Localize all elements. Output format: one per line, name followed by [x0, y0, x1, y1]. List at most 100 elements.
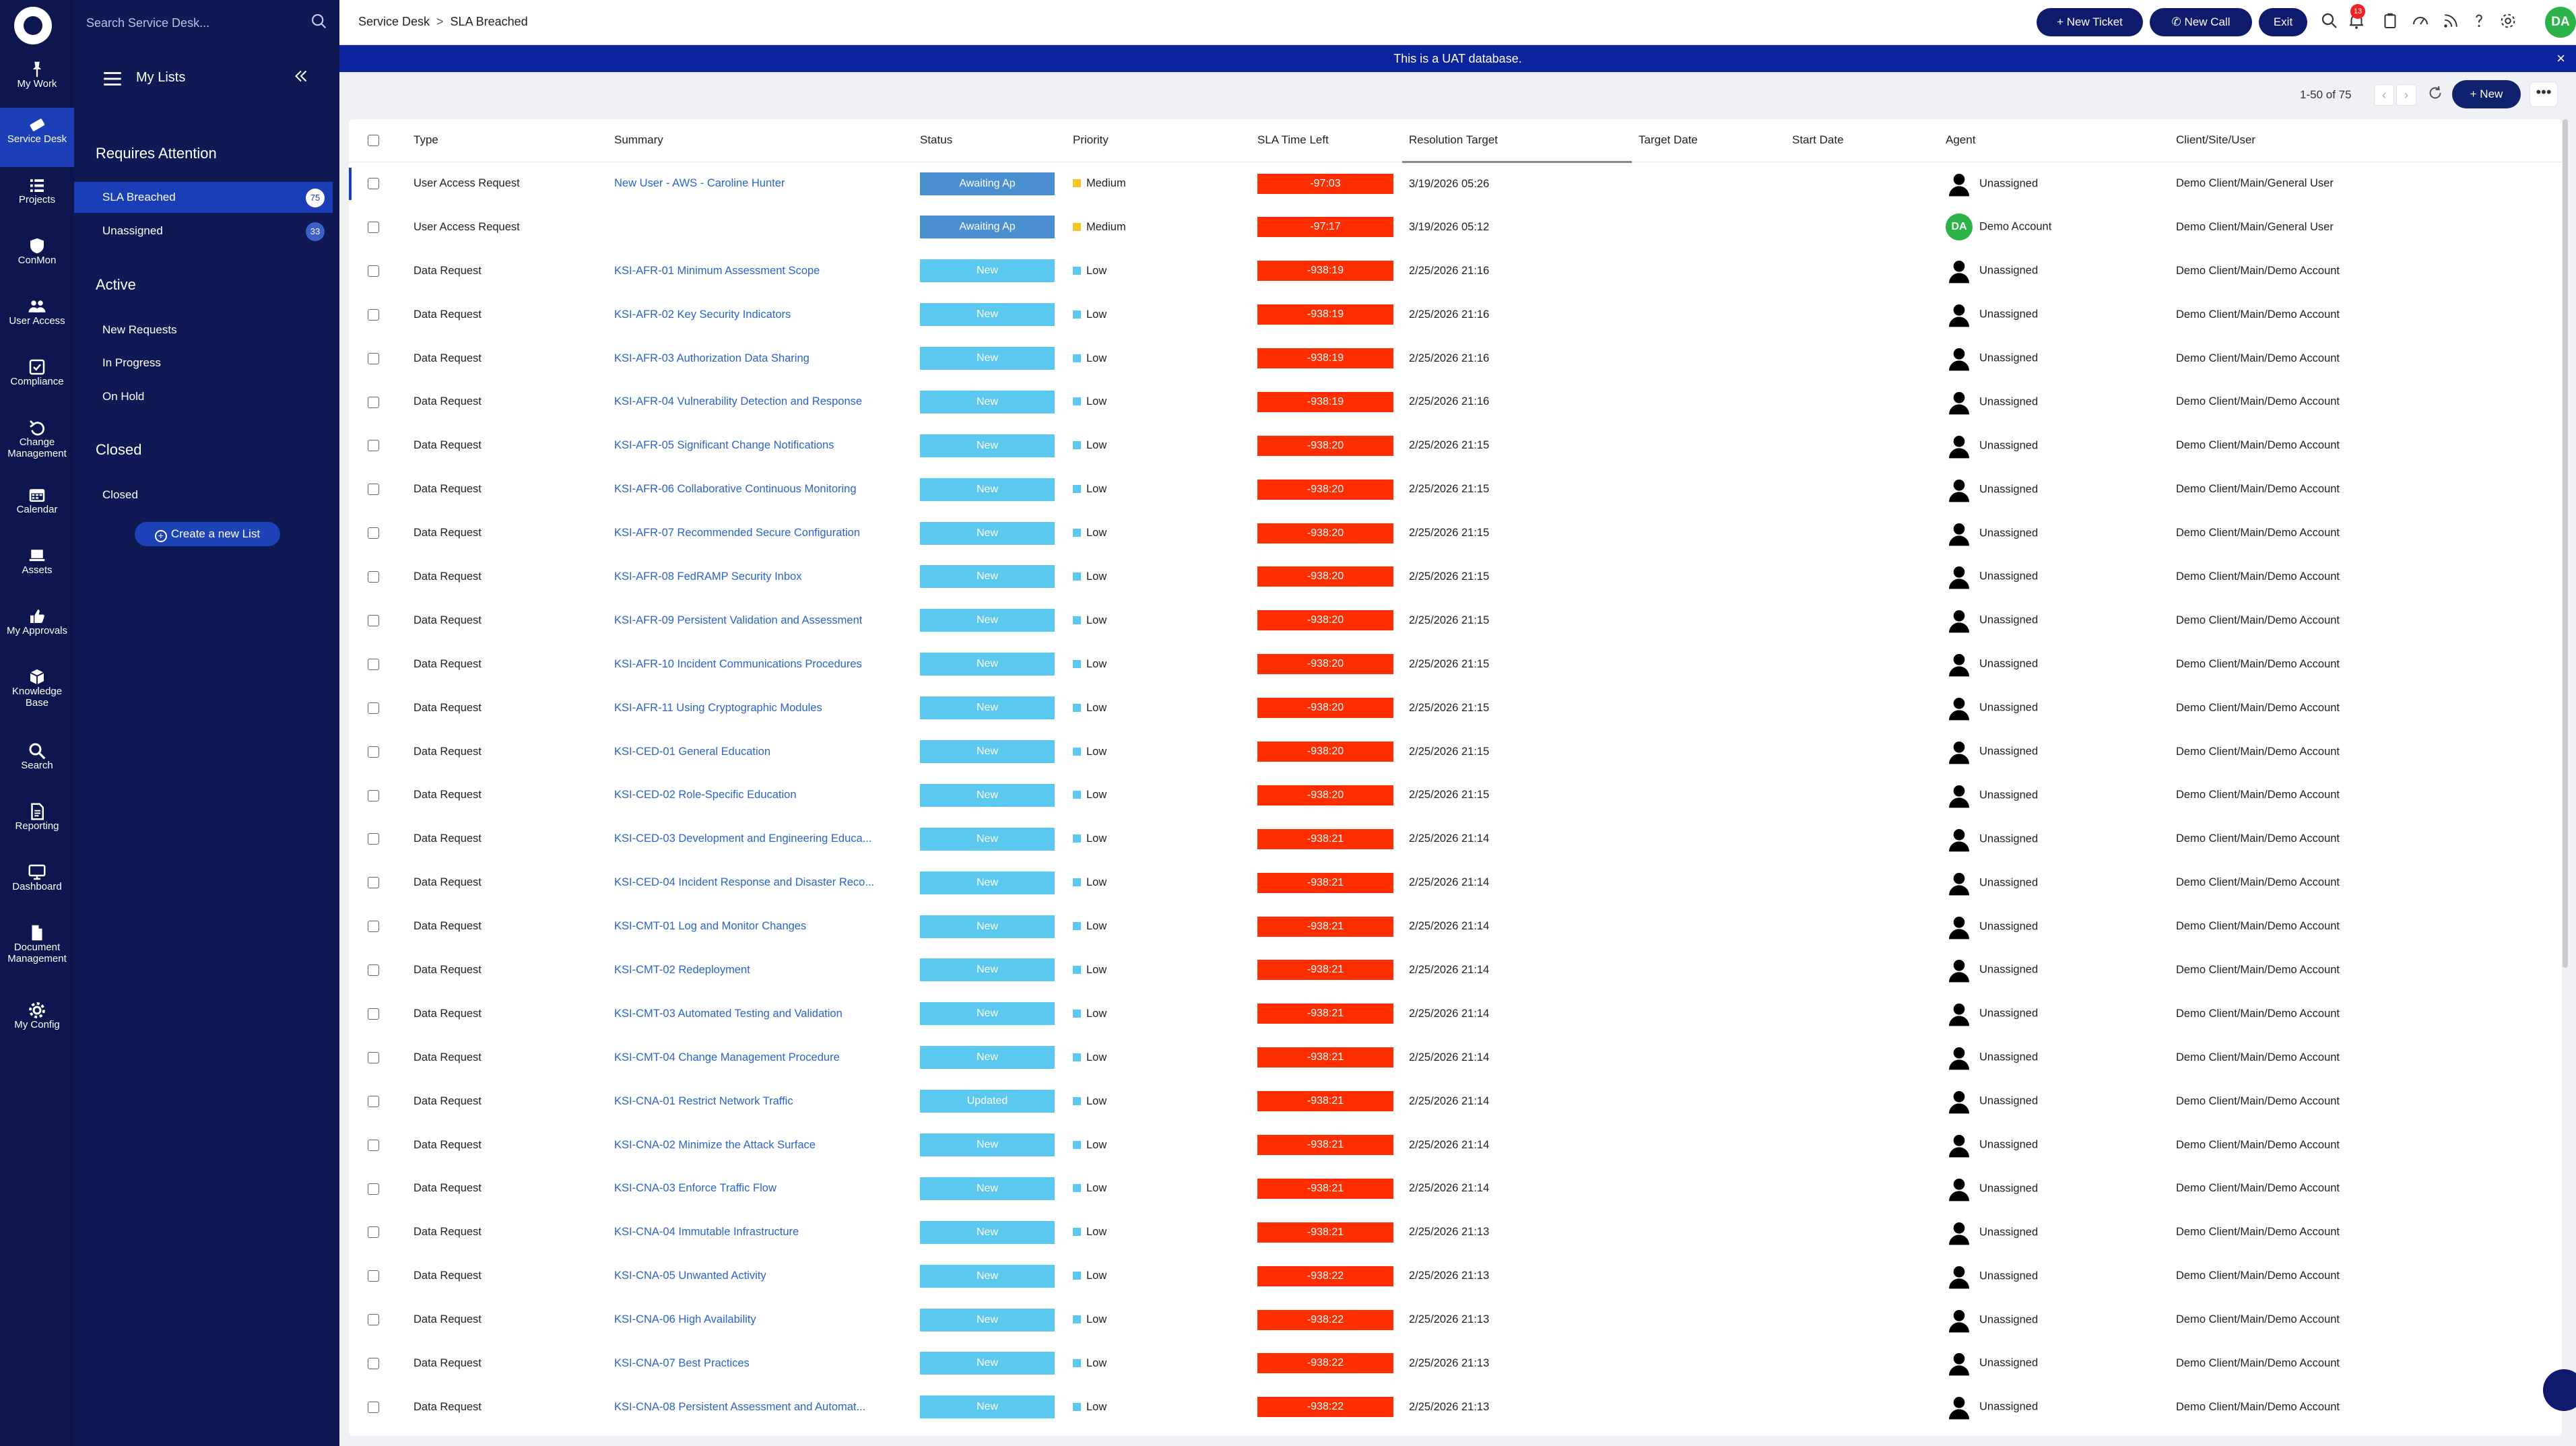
nav-reporting[interactable]: Reporting [0, 795, 74, 854]
table-row[interactable]: Data Request KSI-CNA-07 Best Practices New… [349, 1342, 2562, 1385]
row-checkbox[interactable] [368, 1051, 379, 1063]
user-avatar[interactable]: DA [2545, 7, 2576, 38]
nav-search[interactable]: Search [0, 734, 74, 793]
row-checkbox[interactable] [368, 1008, 379, 1020]
nav-service-desk[interactable]: Service Desk [0, 108, 74, 167]
new-ticket-button[interactable]: + New Ticket [2037, 8, 2143, 36]
next-page-button[interactable]: › [2396, 84, 2416, 106]
column-header-sla-time-left[interactable]: SLA Time Left [1251, 119, 1402, 162]
table-row[interactable]: Data Request KSI-CED-01 General Education… [349, 730, 2562, 774]
table-row[interactable]: User Access Request Awaiting Ap Medium -97:… [349, 205, 2562, 249]
summary-link[interactable]: KSI-AFR-07 Recommended Secure Configurat… [614, 527, 861, 539]
summary-link[interactable]: KSI-CNA-02 Minimize the Attack Surface [614, 1138, 816, 1151]
more-options-button[interactable]: ••• [2530, 81, 2558, 107]
new-call-button[interactable]: ✆ New Call [2150, 8, 2252, 36]
search-icon[interactable] [310, 12, 330, 32]
breadcrumb-root[interactable]: Service Desk [358, 15, 430, 28]
summary-link[interactable]: KSI-AFR-11 Using Cryptographic Modules [614, 701, 822, 714]
table-row[interactable]: Data Request KSI-CNA-08 Persistent Assess… [349, 1385, 2562, 1429]
row-checkbox[interactable] [368, 221, 379, 233]
summary-link[interactable]: KSI-CMT-02 Redeployment [614, 963, 750, 976]
nav-document-management[interactable]: Document Management [0, 916, 74, 975]
rss-feed-icon[interactable] [2441, 11, 2464, 34]
summary-link[interactable]: KSI-AFR-05 Significant Change Notificati… [614, 439, 834, 452]
nav-compliance[interactable]: Compliance [0, 350, 74, 409]
summary-link[interactable]: KSI-AFR-06 Collaborative Continuous Moni… [614, 483, 857, 496]
table-row[interactable]: Data Request KSI-CED-04 Incident Response… [349, 861, 2562, 905]
nav-calendar[interactable]: Calendar [0, 478, 74, 537]
table-row[interactable]: Data Request KSI-AFR-05 Significant Chang… [349, 424, 2562, 467]
row-checkbox[interactable] [368, 178, 379, 190]
table-row[interactable]: Data Request KSI-AFR-06 Collaborative Con… [349, 467, 2562, 511]
table-row[interactable]: Data Request KSI-AFR-09 Persistent Valida… [349, 599, 2562, 643]
table-row[interactable]: Data Request KSI-CED-02 Role-Specific Edu… [349, 773, 2562, 817]
summary-link[interactable]: KSI-CNA-06 High Availability [614, 1313, 756, 1326]
search-service-desk-input[interactable] [81, 8, 303, 38]
table-row[interactable]: Data Request KSI-CNA-04 Immutable Infrast… [349, 1210, 2562, 1254]
prev-page-button[interactable]: ‹ [2374, 84, 2394, 106]
table-row[interactable]: Data Request KSI-CMT-03 Automated Testing… [349, 992, 2562, 1036]
column-header-target-date[interactable]: Target Date [1632, 119, 1785, 162]
table-row[interactable]: Data Request KSI-CED-03 Development and E… [349, 817, 2562, 861]
summary-link[interactable]: KSI-AFR-10 Incident Communications Proce… [614, 657, 862, 670]
row-checkbox[interactable] [368, 352, 379, 364]
summary-link[interactable]: KSI-CNA-08 Persistent Assessment and Aut… [614, 1400, 866, 1413]
table-row[interactable]: Data Request KSI-AFR-02 Key Security Indi… [349, 293, 2562, 337]
table-row[interactable]: Data Request KSI-AFR-10 Incident Communic… [349, 643, 2562, 686]
summary-link[interactable]: KSI-AFR-02 Key Security Indicators [614, 308, 791, 321]
list-item-unassigned[interactable]: Unassigned 33 [74, 216, 333, 247]
table-row[interactable]: Data Request KSI-CNA-05 Unwanted Activity… [349, 1254, 2562, 1298]
refresh-icon[interactable] [2425, 83, 2448, 106]
summary-link[interactable]: KSI-CMT-03 Automated Testing and Validat… [614, 1007, 843, 1020]
summary-link[interactable]: KSI-CNA-03 Enforce Traffic Flow [614, 1182, 777, 1195]
nav-conmon[interactable]: ConMon [0, 229, 74, 288]
nav-my-config[interactable]: My Config [0, 993, 74, 1053]
search-icon[interactable] [2319, 11, 2342, 34]
clipboard-icon[interactable] [2380, 11, 2403, 34]
row-checkbox[interactable] [368, 1314, 379, 1326]
row-checkbox[interactable] [368, 484, 379, 496]
new-item-button[interactable]: + New [2452, 80, 2521, 108]
row-checkbox[interactable] [368, 1226, 379, 1239]
summary-link[interactable]: KSI-CNA-07 Best Practices [614, 1356, 750, 1369]
column-header-status[interactable]: Status [913, 119, 1066, 162]
table-row[interactable]: Data Request KSI-AFR-11 Using Cryptograph… [349, 686, 2562, 730]
row-checkbox[interactable] [368, 658, 379, 670]
row-checkbox[interactable] [368, 1139, 379, 1151]
summary-link[interactable]: KSI-AFR-04 Vulnerability Detection and R… [614, 395, 863, 408]
table-row[interactable]: Data Request KSI-AFR-04 Vulnerability Det… [349, 380, 2562, 424]
nav-assets[interactable]: Assets [0, 539, 74, 598]
table-row[interactable]: Data Request KSI-CNA-03 Enforce Traffic F… [349, 1166, 2562, 1210]
row-checkbox[interactable] [368, 789, 379, 801]
table-row[interactable]: Data Request KSI-AFR-07 Recommended Secur… [349, 511, 2562, 555]
column-header-client-site-user[interactable]: Client/Site/User [2169, 119, 2562, 162]
table-row[interactable]: Data Request KSI-CMT-01 Log and Monitor C… [349, 905, 2562, 948]
summary-link[interactable]: KSI-AFR-09 Persistent Validation and Ass… [614, 614, 863, 626]
summary-link[interactable]: KSI-CED-01 General Education [614, 745, 771, 758]
row-checkbox[interactable] [368, 440, 379, 452]
select-all-checkbox[interactable] [368, 135, 379, 147]
row-checkbox[interactable] [368, 527, 379, 539]
row-checkbox[interactable] [368, 1183, 379, 1195]
row-checkbox[interactable] [368, 702, 379, 714]
list-item-new-requests[interactable]: New Requests [74, 315, 333, 346]
collapse-panel-icon[interactable] [291, 66, 312, 88]
create-new-list-button[interactable]: + Create a new List [135, 522, 280, 546]
table-scrollbar[interactable] [2563, 119, 2568, 968]
column-header-resolution-target[interactable]: Resolution Target [1402, 119, 1632, 163]
nav-change-management[interactable]: Change Management [0, 411, 74, 470]
nav-dashboard[interactable]: Dashboard [0, 855, 74, 915]
column-header-type[interactable]: Type [407, 119, 607, 162]
row-checkbox[interactable] [368, 308, 379, 321]
column-header-agent[interactable]: Agent [1939, 119, 2169, 162]
help-icon[interactable] [2469, 11, 2492, 34]
hamburger-menu-icon[interactable] [101, 67, 124, 90]
dashboard-gauge-icon[interactable] [2410, 11, 2433, 34]
row-checkbox[interactable] [368, 833, 379, 845]
summary-link[interactable]: KSI-CED-02 Role-Specific Education [614, 789, 797, 801]
row-checkbox[interactable] [368, 1270, 379, 1282]
summary-link[interactable]: KSI-CNA-01 Restrict Network Traffic [614, 1094, 793, 1107]
row-checkbox[interactable] [368, 964, 379, 977]
settings-icon[interactable] [2498, 11, 2521, 34]
summary-link[interactable]: KSI-AFR-01 Minimum Assessment Scope [614, 264, 820, 277]
